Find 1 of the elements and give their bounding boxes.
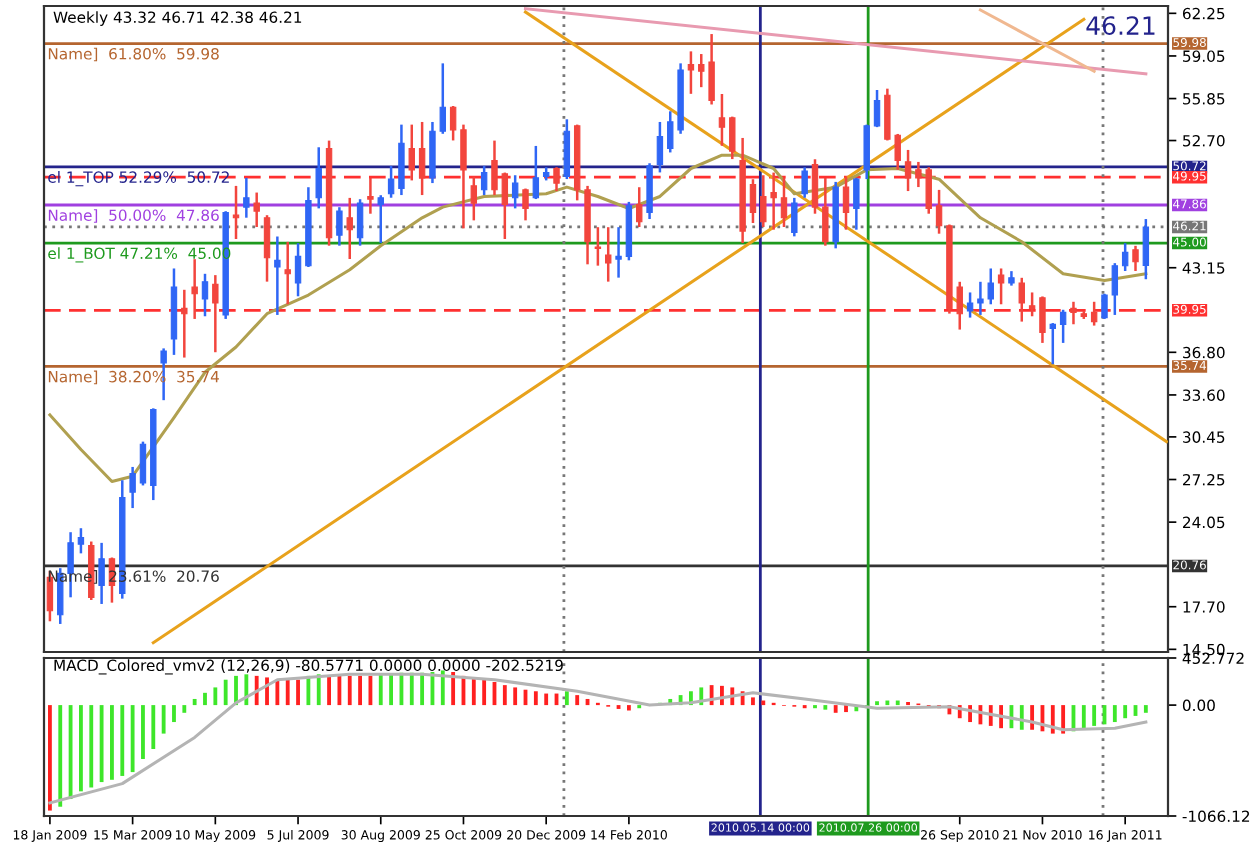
annotation: 46.21: [1086, 16, 1155, 36]
